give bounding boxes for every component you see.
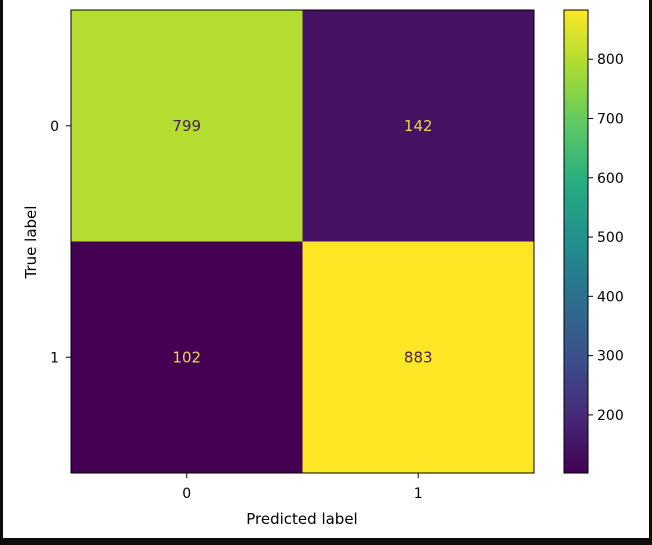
y-axis-ticks: 01: [50, 119, 71, 366]
colorbar-tick-label-6: 800: [597, 52, 624, 68]
colorbar-tick-label-2: 400: [597, 289, 624, 305]
y-tick-label-1: 1: [50, 350, 59, 366]
cell-value-1-0: 102: [172, 348, 201, 366]
heatmap-cell-1-0: [71, 241, 303, 473]
heatmap-cells: [71, 10, 534, 473]
colorbar-gradient: [564, 10, 588, 473]
cell-value-1-1: 883: [404, 348, 433, 366]
y-tick-label-0: 0: [50, 119, 59, 135]
cell-value-0-0: 799: [172, 117, 201, 135]
heatmap-cell-0-0: [71, 10, 303, 242]
colorbar-tick-label-0: 200: [597, 408, 624, 424]
colorbar-tick-label-5: 700: [597, 111, 624, 127]
cell-labels: 799 142 102 883: [172, 117, 432, 367]
y-axis-label: True label: [22, 206, 40, 280]
colorbar-frame: [563, 9, 589, 474]
colorbar-tick-label-4: 600: [597, 171, 624, 187]
colorbar-tick-label-3: 500: [597, 230, 624, 246]
heatmap-cell-0-1: [302, 10, 534, 242]
x-tick-label-0: 0: [182, 486, 191, 502]
heatmap-cell-1-1: [302, 241, 534, 473]
colorbar-ticks: 200 300 400 500 600 700 800: [588, 52, 624, 424]
cell-value-0-1: 142: [404, 117, 433, 135]
x-axis-label: Predicted label: [246, 510, 357, 528]
colorbar-tick-label-1: 300: [597, 349, 624, 365]
x-tick-label-1: 1: [414, 486, 423, 502]
axes-frame: [70, 9, 535, 474]
